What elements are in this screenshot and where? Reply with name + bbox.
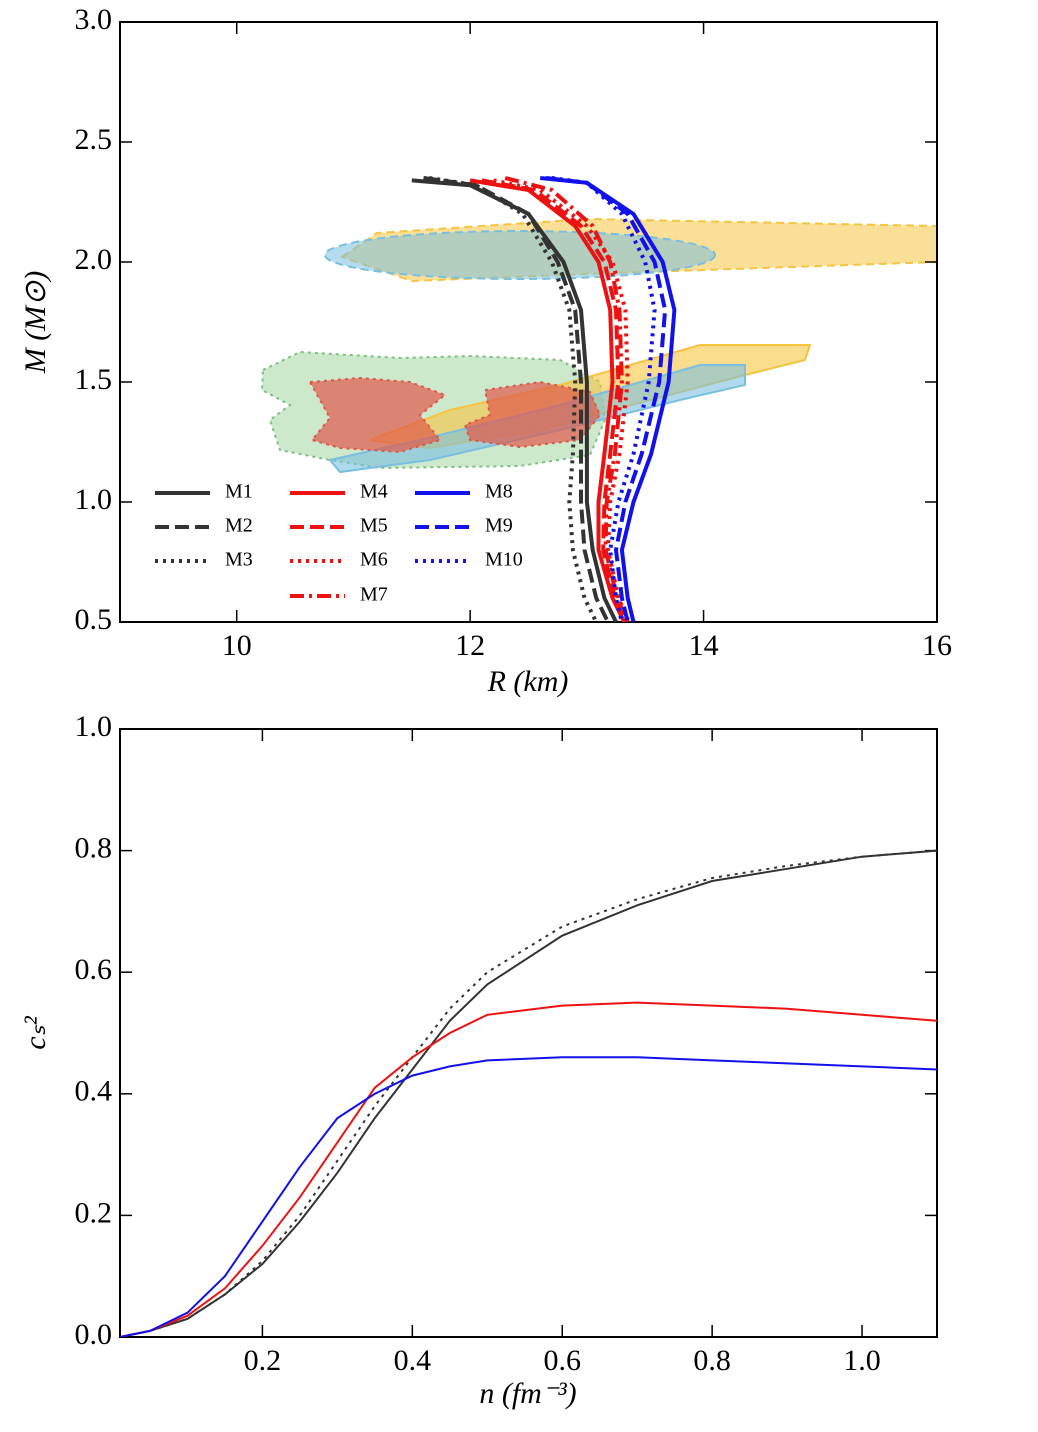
legend-label: M10 [485,549,523,571]
series-line [481,178,629,622]
x-tick-label: 14 [689,629,719,662]
series-line [423,176,610,622]
plot-frame [119,21,938,623]
legend-label: M8 [485,481,513,503]
y-tick-label: 0.0 [75,1318,113,1351]
series-line [469,178,626,622]
x-tick-label: 0.8 [693,1344,731,1377]
y-tick-label: 2.5 [75,123,113,156]
series-line [120,849,937,1337]
y-tick-label: 0.5 [75,603,113,636]
series-line [493,178,631,622]
series-line [551,176,657,622]
region [324,230,716,280]
region [463,380,602,449]
series-line [539,176,677,622]
x-tick-label: 1.0 [843,1344,881,1377]
y-tick-label: 3.0 [75,3,113,36]
y-axis-label: M (M⊙) [19,271,52,375]
series-line [545,176,668,622]
legend-label: M5 [360,515,388,537]
legend-label: M4 [360,481,388,503]
x-tick-label: 0.6 [543,1344,581,1377]
legend-label: M6 [360,549,388,571]
x-axis-label: R (km) [487,665,569,698]
series-group [120,849,937,1337]
series-line [120,1056,937,1337]
x-tick-label: 10 [222,629,252,662]
y-axis-label: cₛ² [19,1015,52,1050]
x-tick-label: 16 [922,629,952,662]
x-axis-label: n (fm⁻³) [479,1377,576,1410]
legend-label: M7 [360,584,388,606]
y-tick-label: 0.8 [75,831,113,864]
legend-label: M2 [225,515,253,537]
x-tick-label: 0.4 [394,1344,432,1377]
region [308,376,448,454]
y-tick-label: 1.5 [75,363,113,396]
y-tick-label: 2.0 [75,243,113,276]
series-group [411,176,677,622]
legend-label: M3 [225,549,253,571]
plot-frame [119,728,938,1338]
series-line [120,1001,937,1337]
series-line [428,176,598,622]
y-tick-label: 1.0 [75,710,113,743]
y-tick-label: 0.6 [75,953,113,986]
x-tick-label: 0.2 [244,1344,282,1377]
legend-label: M1 [225,481,253,503]
y-tick-label: 1.0 [75,483,113,516]
y-tick-label: 0.4 [75,1075,113,1108]
series-line [504,176,630,622]
x-tick-label: 12 [455,629,485,662]
series-line [120,849,937,1337]
y-tick-label: 0.2 [75,1196,113,1229]
constraint-regions [260,217,937,474]
legend-label: M9 [485,515,513,537]
